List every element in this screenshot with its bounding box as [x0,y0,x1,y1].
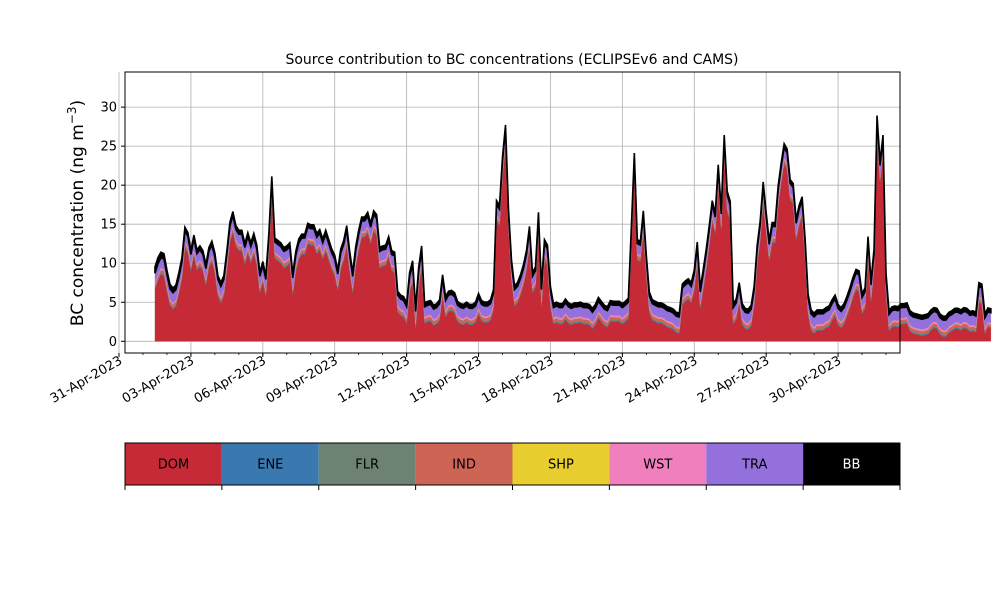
area-series-bb [154,115,992,321]
legend-swatch-shp [512,443,610,485]
x-tick-label: 09-Apr-2023 [264,353,341,406]
legend-swatch-tra [706,443,804,485]
legend-swatch-dom [125,443,222,485]
y-tick-label: 10 [100,257,117,272]
y-tick-label: 0 [109,335,117,350]
legend-label-ene: ENE [257,458,283,473]
y-tick-label: 20 [100,179,117,194]
y-tick-label: 25 [100,140,117,155]
x-tick-label: 15-Apr-2023 [407,353,484,406]
x-tick-label: 03-Apr-2023 [120,353,197,406]
legend-swatch-ind [415,443,513,485]
x-tick-label: 27-Apr-2023 [695,353,772,406]
x-tick-label: 30-Apr-2023 [767,353,844,406]
legend-label-dom: DOM [158,458,189,473]
y-axis-label-main: BC concentration (ng m [68,124,88,326]
legend-swatch-bb [803,443,900,485]
legend-label-bb: BB [843,458,861,473]
legend-label-tra: TRA [741,458,767,473]
legend-swatch-flr [318,443,416,485]
legend-label-wst: WST [643,458,672,473]
legend-label-flr: FLR [355,458,379,473]
legend-colorbar: DOM ENE FLR IND SHP WST TRA BB [124,442,901,490]
x-tick-label: 12-Apr-2023 [336,353,413,406]
y-axis-label-superscript: −3 [65,106,79,124]
x-tick-label: 24-Apr-2023 [623,353,700,406]
x-tick-label: 06-Apr-2023 [192,353,269,406]
x-tick-label: 18-Apr-2023 [479,353,556,406]
y-axis-label-close: ) [68,100,88,107]
legend-swatch-wst [609,443,707,485]
chart-title: Source contribution to BC concentrations… [285,52,738,68]
legend-label-shp: SHP [548,458,574,473]
y-tick-label: 5 [109,296,117,311]
y-tick-label: 30 [100,101,117,116]
plot-frame [124,71,901,354]
plot-area: 0 5 10 15 20 25 30 31-Apr-202303-Apr-202306-Apr… [48,71,992,407]
legend-label-ind: IND [452,458,476,473]
y-axis-label: BC concentration (ng m−3) [65,100,88,326]
x-tick-label: 31-Apr-2023 [48,353,125,406]
y-tick-label: 15 [100,218,117,233]
x-tick-label: 21-Apr-2023 [551,353,628,406]
legend-swatch-ene [221,443,319,485]
